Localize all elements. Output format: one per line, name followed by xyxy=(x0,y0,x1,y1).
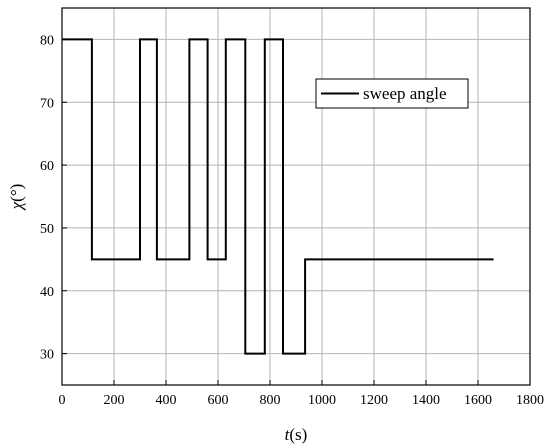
plot-frame xyxy=(61,7,531,386)
y-axis-label: χ(°) xyxy=(7,184,26,212)
x-tick-label-1800: 1800 xyxy=(516,393,544,408)
x-axis-unit: (s) xyxy=(289,425,307,444)
y-tick-label-80: 80 xyxy=(40,33,54,48)
y-tick-label-50: 50 xyxy=(40,222,54,237)
x-tick-label-1400: 1400 xyxy=(412,393,440,408)
legend-label-sweep-angle: sweep angle xyxy=(363,84,447,103)
y-tick-label-70: 70 xyxy=(40,96,54,111)
x-tick-label-1000: 1000 xyxy=(308,393,336,408)
x-axis-symbol: t xyxy=(285,425,291,444)
x-tick-label-600: 600 xyxy=(208,393,229,408)
grid-lines xyxy=(61,8,531,385)
x-axis: 0 200 400 600 800 1000 1200 1400 1600 1800 xyxy=(59,380,544,408)
x-tick-label-200: 200 xyxy=(104,393,125,408)
x-tick-label-400: 400 xyxy=(156,393,177,408)
legend-box xyxy=(315,78,469,109)
y-axis: 30 40 50 60 70 80 xyxy=(40,33,67,363)
x-tick-label-1200: 1200 xyxy=(360,393,388,408)
x-axis-label: t(s) xyxy=(285,425,308,444)
y-tick-label-30: 30 xyxy=(40,348,54,363)
y-axis-symbol: χ xyxy=(7,201,26,211)
y-tick-label-60: 60 xyxy=(40,159,54,174)
series-group xyxy=(62,38,494,355)
x-tick-label-1600: 1600 xyxy=(464,393,492,408)
y-axis-unit: (°) xyxy=(7,184,26,202)
legend: sweep angle xyxy=(315,78,469,109)
y-tick-label-40: 40 xyxy=(40,285,54,300)
x-tick-label-800: 800 xyxy=(260,393,281,408)
x-tick-label-0: 0 xyxy=(59,393,66,408)
series-line-sweep-angle xyxy=(62,38,494,355)
